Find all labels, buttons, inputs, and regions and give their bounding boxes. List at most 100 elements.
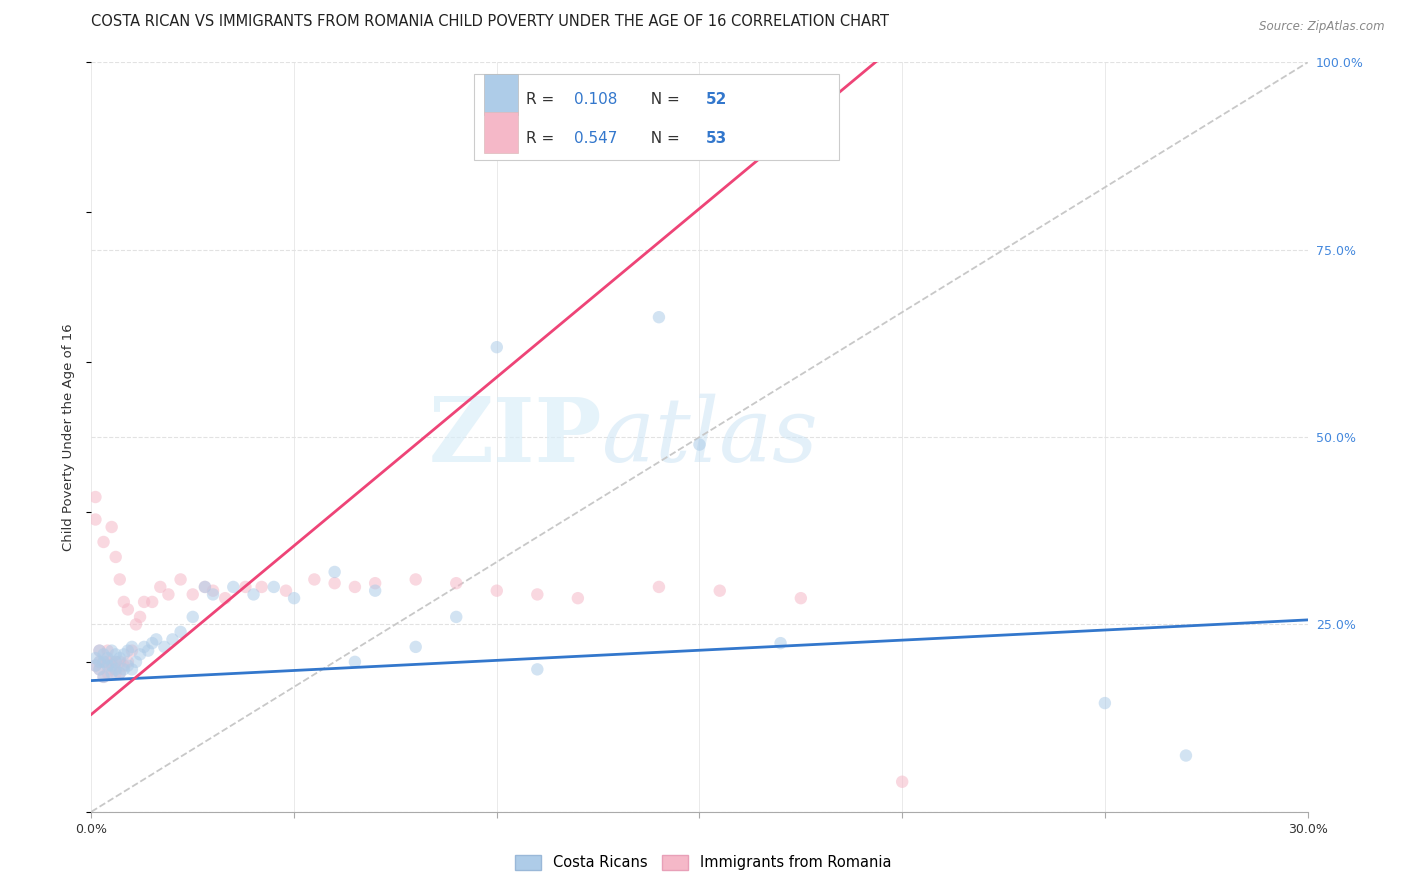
Point [162, 632, 184, 647]
Text: COSTA RICAN VS IMMIGRANTS FROM ROMANIA CHILD POVERTY UNDER THE AGE OF 16 CORRELA: COSTA RICAN VS IMMIGRANTS FROM ROMANIA C… [91, 13, 890, 29]
Point [526, 662, 548, 676]
Point [89, 643, 111, 657]
Point [526, 587, 548, 601]
Point [343, 655, 366, 669]
Point [100, 662, 122, 676]
Point [444, 576, 467, 591]
Point [121, 662, 143, 676]
Point [364, 576, 387, 591]
Point [104, 662, 127, 676]
Text: 53: 53 [706, 131, 727, 145]
Point [202, 583, 225, 598]
Point [112, 662, 135, 676]
Point [169, 624, 191, 639]
FancyBboxPatch shape [484, 74, 519, 115]
Point [100, 655, 122, 669]
Point [104, 549, 127, 564]
Point [121, 640, 143, 654]
Point [485, 583, 508, 598]
Point [214, 591, 236, 606]
FancyBboxPatch shape [474, 74, 839, 160]
Point [263, 580, 285, 594]
Point [129, 648, 152, 662]
Point [100, 666, 122, 681]
Point [97, 658, 120, 673]
Point [89, 655, 111, 669]
Point [149, 580, 172, 594]
Text: 52: 52 [706, 92, 727, 107]
Point [283, 591, 305, 606]
Point [97, 666, 120, 681]
Text: Source: ZipAtlas.com: Source: ZipAtlas.com [1260, 20, 1385, 33]
Point [104, 655, 127, 669]
Point [104, 648, 127, 662]
Point [108, 655, 131, 669]
Point [769, 636, 792, 650]
Point [132, 640, 155, 654]
Point [104, 666, 127, 681]
Point [100, 643, 122, 657]
FancyBboxPatch shape [484, 112, 519, 153]
Point [125, 655, 148, 669]
Point [364, 583, 387, 598]
Point [112, 648, 135, 662]
Point [89, 643, 111, 657]
Point [84, 658, 107, 673]
Point [108, 573, 131, 587]
Legend: Costa Ricans, Immigrants from Romania: Costa Ricans, Immigrants from Romania [509, 848, 897, 876]
Point [97, 655, 120, 669]
Point [790, 591, 813, 606]
Point [136, 643, 159, 657]
Text: 0.108: 0.108 [574, 92, 617, 107]
Point [891, 774, 914, 789]
Point [235, 580, 257, 594]
Point [100, 520, 122, 534]
Point [84, 512, 107, 526]
Point [1094, 696, 1116, 710]
Point [84, 658, 107, 673]
Point [117, 658, 139, 673]
Point [89, 662, 111, 676]
Point [108, 666, 131, 681]
Point [194, 580, 217, 594]
Point [84, 651, 107, 665]
Text: N =: N = [641, 131, 685, 145]
Point [274, 583, 297, 598]
Point [100, 658, 122, 673]
Point [1175, 748, 1198, 763]
Point [181, 610, 204, 624]
Point [181, 587, 204, 601]
Point [323, 576, 346, 591]
Point [688, 437, 710, 451]
Point [169, 573, 191, 587]
Y-axis label: Child Poverty Under the Age of 16: Child Poverty Under the Age of 16 [62, 323, 76, 551]
Point [125, 617, 148, 632]
Point [343, 580, 366, 594]
Point [108, 651, 131, 665]
Text: R =: R = [526, 92, 558, 107]
Point [108, 666, 131, 681]
Point [104, 655, 127, 669]
Point [141, 636, 163, 650]
Point [93, 535, 115, 549]
Point [405, 640, 427, 654]
Point [84, 490, 107, 504]
Point [709, 583, 731, 598]
Point [157, 587, 180, 601]
Point [112, 595, 135, 609]
Point [405, 573, 427, 587]
Text: N =: N = [641, 92, 685, 107]
Point [93, 655, 115, 669]
Point [145, 632, 167, 647]
Point [93, 670, 115, 684]
Point [93, 648, 115, 662]
Point [202, 587, 225, 601]
Point [93, 670, 115, 684]
Point [485, 340, 508, 354]
Point [117, 655, 139, 669]
Point [141, 595, 163, 609]
Text: atlas: atlas [602, 393, 818, 481]
Point [648, 310, 671, 325]
Point [117, 643, 139, 657]
Point [250, 580, 273, 594]
